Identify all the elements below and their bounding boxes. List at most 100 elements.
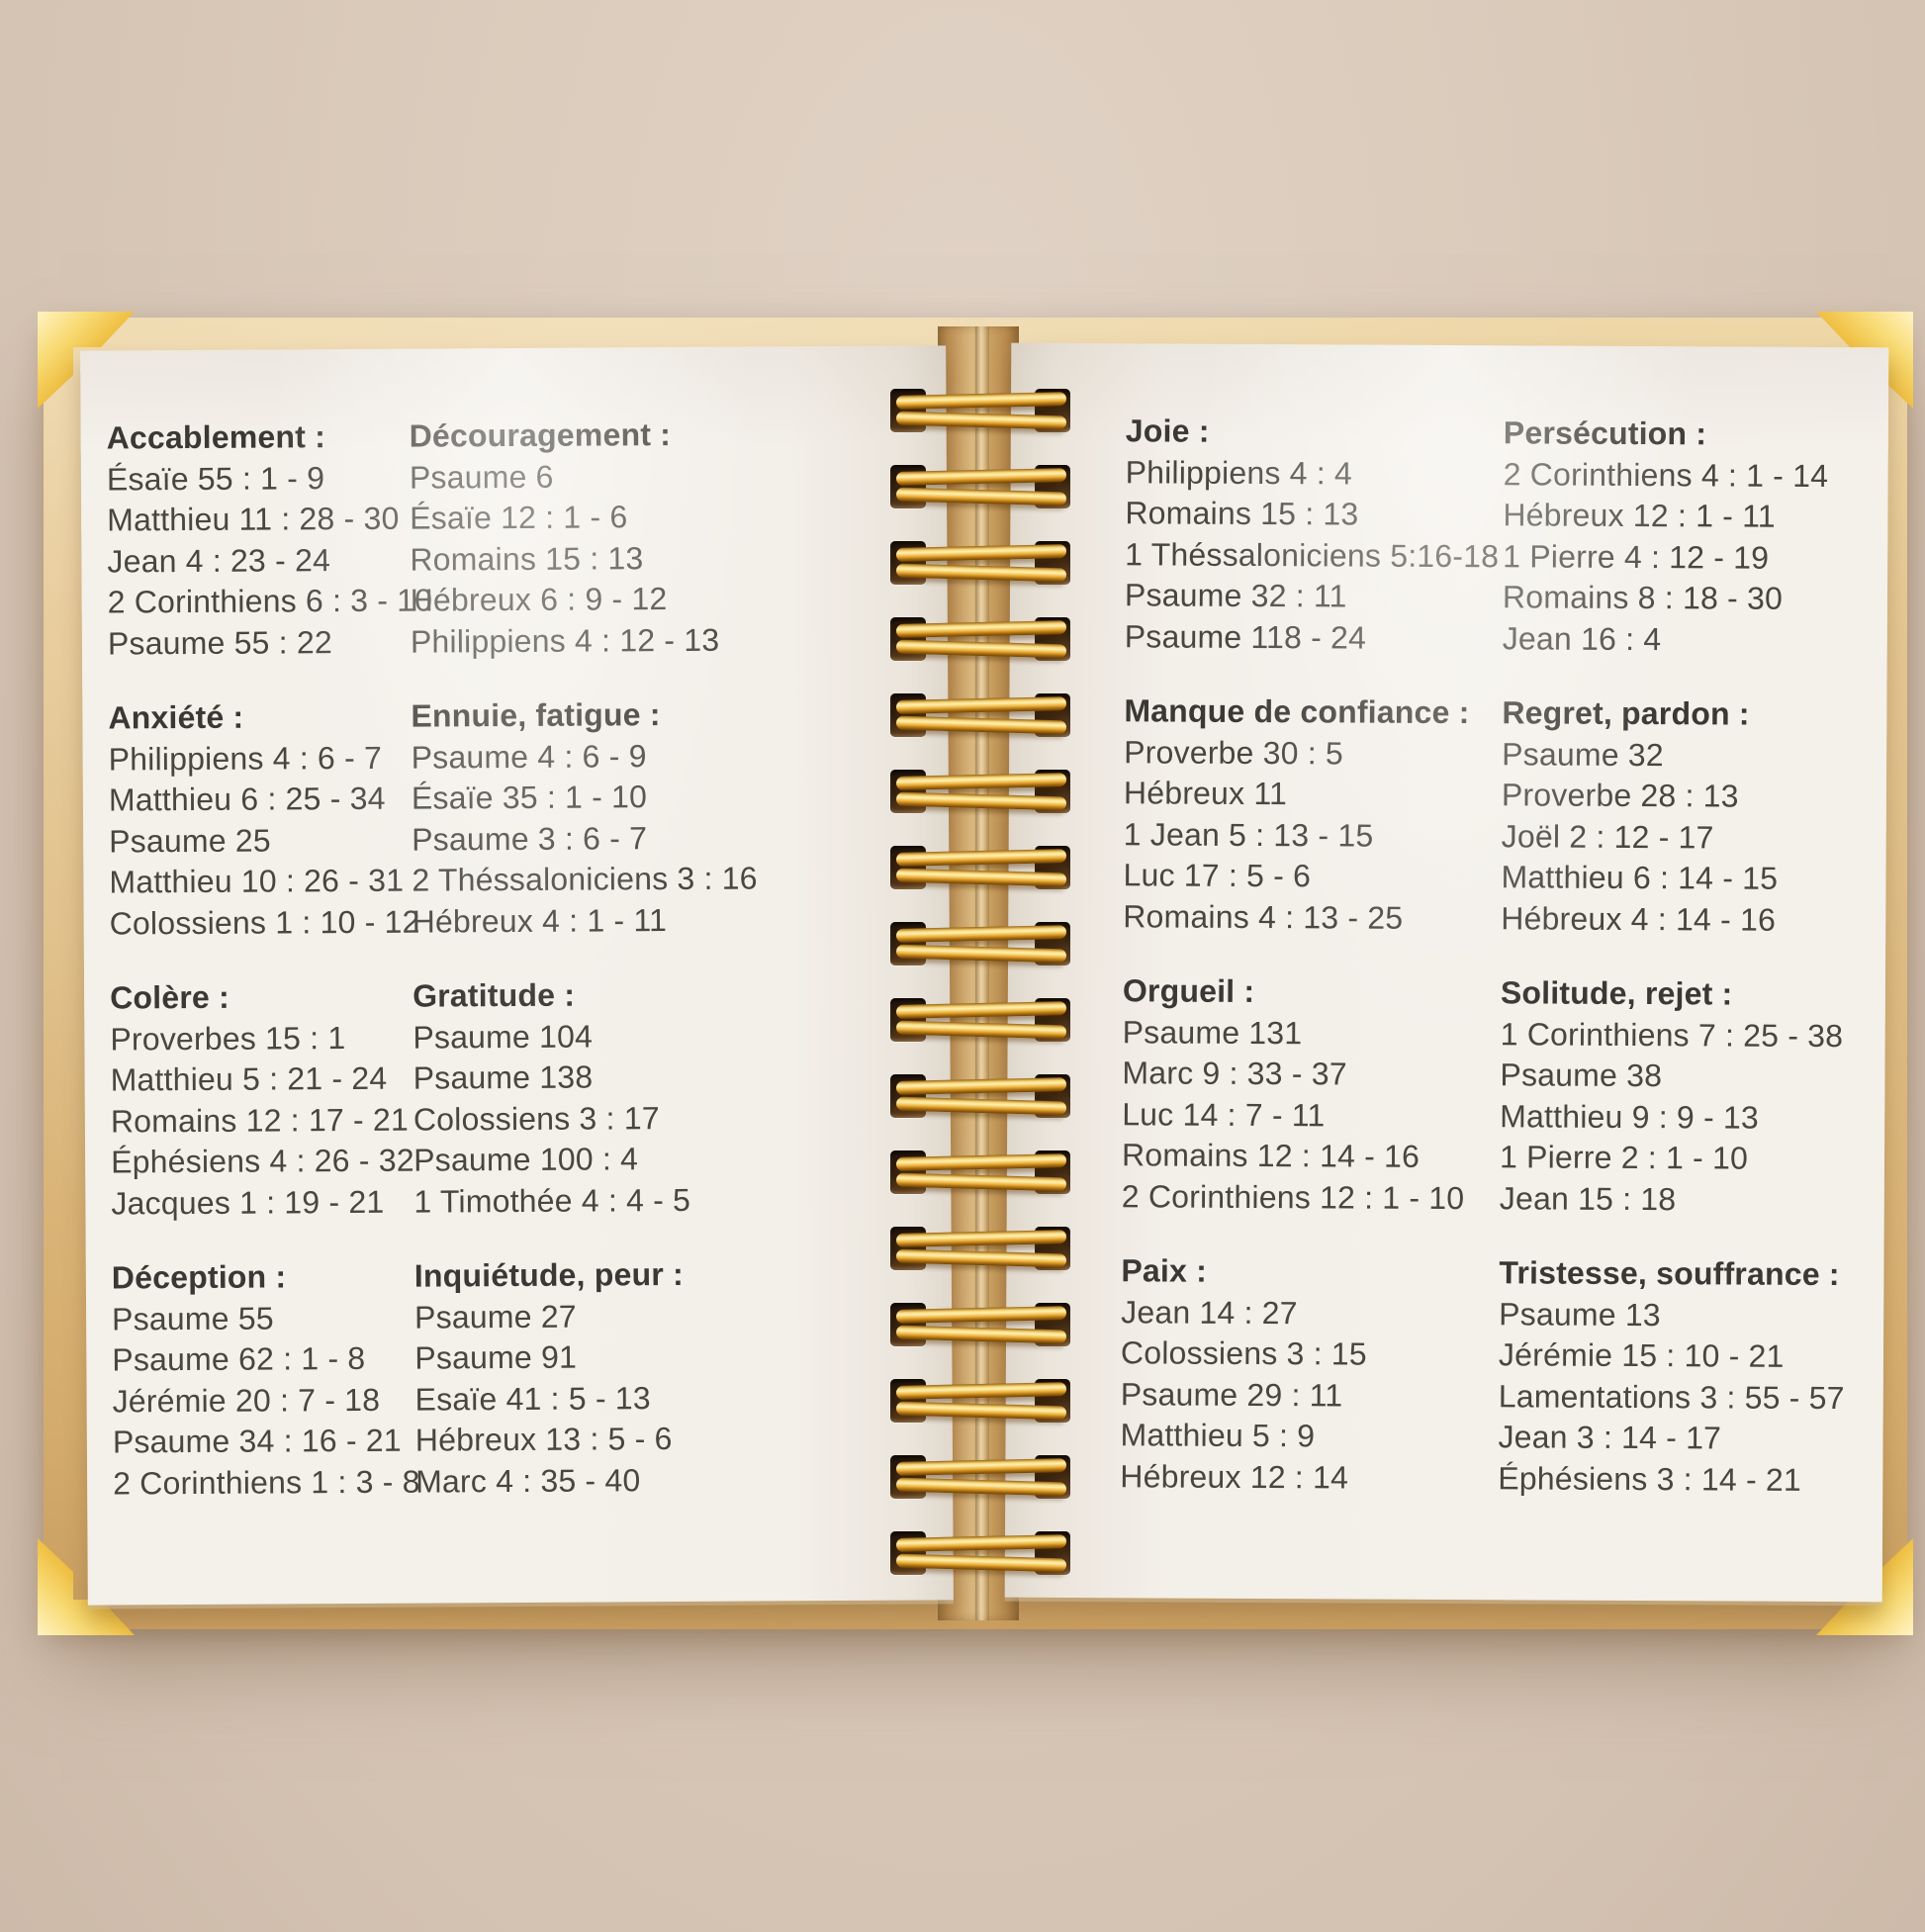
verse-reference: Esaïe 41 : 5 - 13 [414,1379,651,1418]
spiral-wire-bottom [895,1096,1067,1116]
verse-reference: Romains 4 : 13 - 25 [1123,897,1404,936]
right-page-column-2: Persécution :2 Corinthiens 4 : 1 - 14 Héb… [1498,413,1899,1534]
spiral-ring-icon [895,849,1067,890]
verse-reference: Psaume 104 [412,1018,594,1056]
verse-reference: Psaume 91 [414,1338,578,1376]
section-title: Persécution : [1503,414,1707,452]
spiral-ring-icon [895,1306,1067,1347]
verse-section: Joie : Philippiens 4 : 4 Romains 15 : 13 1 … [1125,411,1521,659]
section-title: Gratitude : [412,976,576,1014]
verse-reference: Hébreux 11 [1123,775,1288,812]
verse-reference: Psaume 131 [1122,1013,1303,1051]
spiral-wire-bottom [895,868,1067,887]
verse-section: Solitude, rejet :1 Corinthiens 7 : 25 - … [1500,972,1896,1221]
section-title: Manque de confiance : [1124,692,1470,731]
verse-reference: Romains 15 : 13 [1125,495,1359,532]
verse-reference: Philippiens 4 : 4 [1125,453,1353,491]
verse-section: Inquiétude, peur : Psaume 27 Psaume 91 Esaï… [414,1253,812,1502]
verse-reference: Psaume 32 [1502,735,1664,773]
spiral-ring-icon [895,1382,1067,1424]
verse-reference: Psaume 4 : 6 - 9 [411,737,647,776]
verse-reference: Psaume 138 [412,1058,594,1096]
verse-reference: Colossiens 3 : 15 [1120,1334,1367,1372]
verse-reference: Psaume 13 [1499,1295,1661,1333]
verse-reference: Hébreux 12 : 14 [1120,1457,1349,1495]
spiral-ring-icon [895,620,1067,662]
spiral-ring-icon [895,1153,1067,1195]
verse-reference: Romains 15 : 13 [410,539,644,578]
verse-reference: Psaume 100 : 4 [413,1141,639,1178]
section-title: Tristesse, souffrance : [1499,1254,1840,1293]
spiral-wire-bottom [895,487,1067,506]
verse-reference: Hébreux 4 : 14 - 16 [1501,899,1777,938]
verse-reference: Jean 3 : 14 - 17 [1498,1419,1722,1456]
spiral-wire-bottom [895,563,1067,583]
spiral-wire-top [895,1230,1067,1247]
spiral-wire-top [895,773,1067,790]
spiral-wire-top [895,1153,1067,1171]
verse-reference: Hébreux 4 : 1 - 11 [412,901,668,940]
right-page: Joie : Philippiens 4 : 4 Romains 15 : 13 1 … [1004,342,1889,1603]
verse-section: Gratitude : Psaume 104 Psaume 138 Colossien… [412,973,810,1222]
spiral-wire-bottom [895,1325,1067,1344]
verse-reference: Psaume 118 - 24 [1124,617,1367,656]
spiral-ring-icon [895,544,1067,586]
verse-reference: Ésaïe 12 : 1 - 6 [410,499,628,536]
spiral-wire-bottom [895,1020,1067,1040]
verse-reference: Luc 14 : 7 - 11 [1122,1095,1326,1133]
verse-reference: Matthieu 6 : 14 - 15 [1501,859,1779,896]
verse-reference: Jean 14 : 27 [1121,1293,1298,1331]
spiral-ring-icon [895,773,1067,814]
spiral-wire-top [895,849,1067,867]
verse-reference: Luc 17 : 5 - 6 [1123,857,1312,894]
left-page: Accablement : Ésaïe 55 : 1 - 9 Matthieu 11… [80,345,954,1606]
verse-reference: Proverbe 30 : 5 [1124,733,1344,771]
spiral-ring-icon [895,696,1067,738]
verse-section: Regret, pardon : Psaume 32 Proverbe 28 : 1… [1501,692,1897,941]
section-title: Solitude, rejet : [1500,974,1733,1012]
spiral-wire-top [895,1001,1067,1019]
spiral-ring-icon [895,468,1067,509]
spiral-wire-top [895,1306,1067,1324]
spiral-ring-icon [895,1001,1067,1043]
verse-reference: Proverbe 28 : 13 [1501,777,1739,814]
spiral-wire-bottom [895,411,1067,430]
verse-reference: Jean 16 : 4 [1502,619,1662,657]
verse-reference: Hébreux 13 : 5 - 6 [414,1421,673,1458]
section-title: Ennuie, fatigue : [411,696,661,734]
verse-reference: Psaume 27 [413,1298,577,1335]
verse-section: Persécution :2 Corinthiens 4 : 1 - 14 Héb… [1503,413,1899,661]
spiral-wire-top [895,544,1067,562]
verse-reference: 1 Pierre 4 : 12 - 19 [1503,537,1770,576]
section-title: Découragement : [409,416,672,454]
spiral-wire-top [895,1534,1067,1552]
verse-reference: Philippiens 4 : 12 - 13 [410,621,720,660]
verse-reference: Jean 15 : 18 [1499,1179,1677,1217]
spiral-ring-icon [895,1077,1067,1119]
verse-section: Tristesse, souffrance : Psaume 13 Jérémie … [1498,1252,1894,1501]
verse-reference: Matthieu 9 : 9 - 13 [1500,1097,1760,1136]
verse-reference: Joël 2 : 12 - 17 [1501,817,1714,855]
spiral-ring-icon [895,1458,1067,1500]
verse-reference: Jérémie 15 : 10 - 21 [1498,1336,1785,1374]
section-title: Inquiétude, peur : [413,1255,685,1294]
verse-reference: Marc 9 : 33 - 37 [1122,1055,1347,1092]
spiral-wire-bottom [895,715,1067,735]
spiral-wire-bottom [895,791,1067,811]
verse-reference: Matthieu 5 : 9 [1120,1417,1316,1454]
verse-reference: 1 Corinthiens 7 : 25 - 38 [1500,1015,1844,1054]
verse-reference: Hébreux 12 : 1 - 11 [1503,497,1776,534]
verse-reference: 2 Théssaloniciens 3 : 16 [412,860,758,898]
spiral-wire-top [895,620,1067,638]
spiral-wire-top [895,1077,1067,1095]
spiral-wire-bottom [895,1553,1067,1573]
spiral-wire-top [895,1382,1067,1400]
section-title: Regret, pardon : [1502,694,1750,732]
verse-reference: Psaume 29 : 11 [1120,1375,1343,1413]
verse-reference: 2 Corinthiens 4 : 1 - 14 [1503,455,1829,494]
verse-section: Manque de confiance : Proverbe 30 : 5 Hébr… [1123,690,1519,939]
spiral-wire-bottom [895,944,1067,964]
spiral-wire-bottom [895,1401,1067,1421]
